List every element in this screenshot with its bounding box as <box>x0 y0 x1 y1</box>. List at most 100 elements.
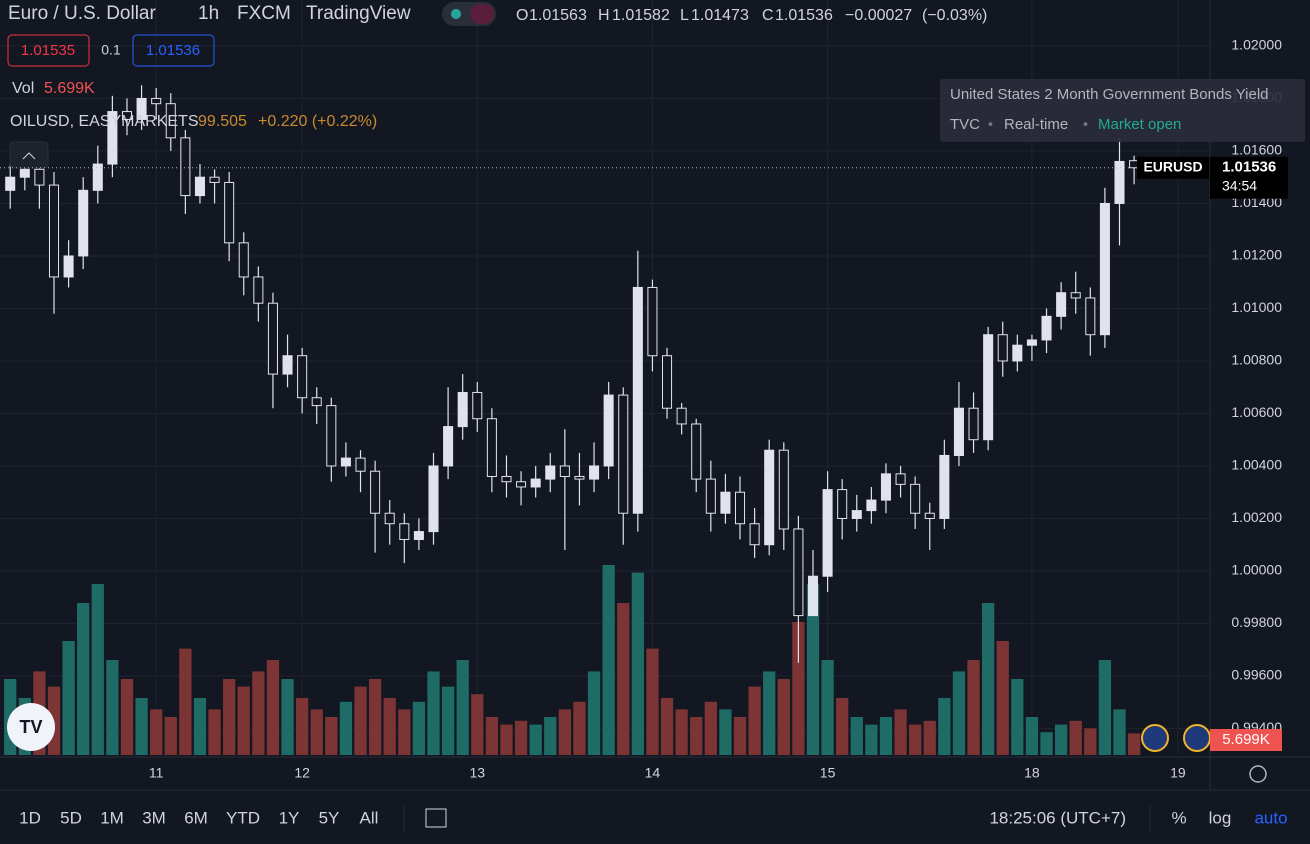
percent-toggle[interactable]: % <box>1171 808 1186 827</box>
candle-body <box>574 475 585 480</box>
volume-bar <box>441 686 455 755</box>
candle-body <box>297 355 308 399</box>
candle-body <box>443 426 454 467</box>
ohlc-h-value: 1.01582 <box>612 7 670 24</box>
volume-bar <box>865 724 878 755</box>
x-tick-label: 12 <box>294 765 310 781</box>
volume-bar <box>602 565 615 755</box>
volume-bar <box>150 709 163 755</box>
status-dot <box>451 9 461 19</box>
buy-button[interactable] <box>132 34 215 67</box>
status-icon <box>470 4 494 24</box>
volume-badge-value: 5.699K <box>1222 731 1270 748</box>
change: −0.00027 <box>845 7 912 24</box>
x-tick-label: 15 <box>820 765 836 781</box>
volume-bar <box>631 572 644 755</box>
volume-bar <box>427 671 440 755</box>
candle-body <box>997 334 1008 362</box>
date-range-icon[interactable] <box>425 808 447 828</box>
volume-bar <box>412 701 426 755</box>
candle-body <box>705 478 716 514</box>
logo[interactable] <box>7 703 55 751</box>
volume-bar <box>982 603 995 755</box>
collapse-icon <box>22 152 36 160</box>
candle-body <box>618 394 629 514</box>
tooltip-feed: Real-time <box>1004 116 1068 133</box>
range-button[interactable]: YTD <box>226 808 260 827</box>
flag-icon[interactable] <box>1141 724 1169 752</box>
candle-body <box>209 176 220 183</box>
volume-bar <box>1098 660 1112 755</box>
candle-body <box>384 512 395 525</box>
source: FXCM <box>237 3 291 24</box>
vol-value: 5.699K <box>44 80 95 97</box>
candle-body <box>924 512 935 519</box>
volume-bar <box>923 720 936 755</box>
candle-body <box>501 475 512 483</box>
range-button[interactable]: 3M <box>142 808 166 827</box>
overlay-price: 99.505 <box>198 113 247 130</box>
sell-button[interactable] <box>7 34 90 67</box>
volume-bar <box>135 698 148 755</box>
log-toggle[interactable]: log <box>1209 808 1232 827</box>
candle-body <box>107 111 118 165</box>
volume-bar <box>879 717 893 755</box>
candle-body <box>136 97 147 120</box>
candle-body <box>151 97 162 105</box>
y-tick-label: 1.00200 <box>1231 509 1282 525</box>
volume-bar <box>1054 724 1068 755</box>
title: Euro / U.S. Dollar <box>8 3 156 24</box>
y-tick-label: 0.99800 <box>1231 614 1282 630</box>
candle-body <box>676 407 687 425</box>
volume-bar <box>281 679 294 755</box>
ohlc-h: H <box>598 7 610 24</box>
candle-body <box>224 181 235 244</box>
candle-body <box>121 111 133 120</box>
candle-body <box>720 491 731 514</box>
candle-body <box>866 499 877 512</box>
candle-body <box>1026 339 1037 346</box>
range-button[interactable]: All <box>360 808 379 827</box>
overlay-change: +0.220 (+0.22%) <box>258 113 377 130</box>
range-button[interactable]: 1D <box>19 808 41 827</box>
candle-body <box>632 286 643 514</box>
candle-body <box>472 391 483 420</box>
range-button[interactable]: 6M <box>184 808 208 827</box>
volume-bar <box>106 660 119 755</box>
volume-bar <box>646 648 659 755</box>
range-button[interactable]: 5Y <box>319 808 340 827</box>
logo-mark: TV <box>19 717 42 737</box>
volume-bar <box>266 660 280 755</box>
candle-body <box>691 423 702 480</box>
volume-bar <box>660 698 674 755</box>
candle-body <box>983 334 994 441</box>
volume-bar <box>529 724 542 755</box>
range-button[interactable]: 1Y <box>279 808 300 827</box>
settings-icon[interactable] <box>1249 765 1267 783</box>
collapse-button[interactable] <box>9 141 49 169</box>
candle-body <box>238 242 249 278</box>
volume-bar <box>164 717 177 755</box>
candle-body <box>822 489 833 577</box>
volume-bar <box>909 724 922 755</box>
x-tick-label: 11 <box>149 765 164 781</box>
price-badge <box>1210 156 1288 199</box>
range-button[interactable]: 1M <box>100 808 124 827</box>
candle-body <box>749 523 760 546</box>
volume-bar <box>485 717 499 755</box>
x-tick-label: 14 <box>645 765 661 781</box>
range-button[interactable]: 5D <box>60 808 82 827</box>
candles <box>5 85 1140 663</box>
ohlc-l-value: 1.01473 <box>691 7 749 24</box>
volume-bar <box>208 709 221 755</box>
platform: TradingView <box>306 3 411 24</box>
candle-body <box>953 407 964 456</box>
auto-toggle[interactable]: auto <box>1254 808 1287 827</box>
volume-bar <box>456 660 469 755</box>
flag-icon[interactable] <box>1183 724 1211 752</box>
candle-body <box>778 449 789 530</box>
volume-bar <box>748 686 761 755</box>
volume-bar <box>237 686 250 755</box>
interval: 1h <box>198 3 219 24</box>
